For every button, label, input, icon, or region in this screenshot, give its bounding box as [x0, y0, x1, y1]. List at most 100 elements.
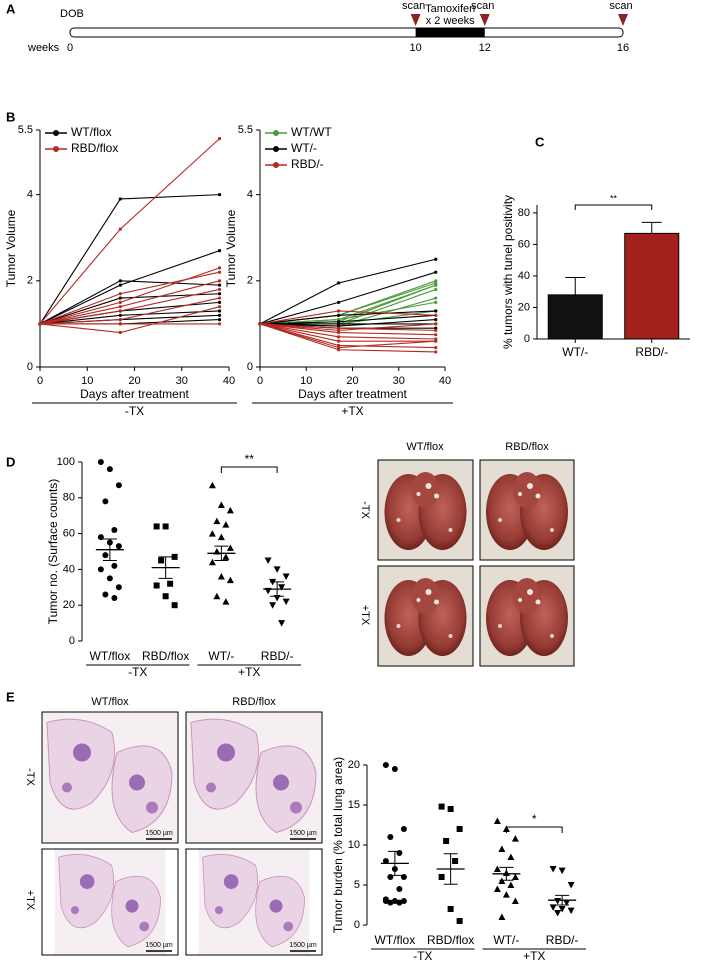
- y-tick-label: 20: [518, 301, 530, 313]
- series-point: [434, 318, 438, 322]
- lung-photo: [378, 566, 473, 666]
- scale-bar-label: 1500 µm: [289, 942, 317, 949]
- scan-marker: [618, 14, 628, 26]
- series-point: [118, 330, 122, 335]
- group-label: -TX: [128, 665, 147, 679]
- x-tick-label: 0: [37, 375, 43, 387]
- data-point: [447, 906, 454, 912]
- series-line: [259, 323, 436, 349]
- data-point: [400, 874, 407, 880]
- panel-labels: A B C D E: [6, 1, 545, 704]
- series-point: [217, 137, 222, 141]
- data-point: [217, 501, 225, 508]
- data-point: [558, 906, 566, 913]
- series-point: [217, 296, 222, 300]
- y-tick-label: 80: [518, 207, 530, 219]
- data-point: [282, 573, 290, 581]
- data-point: [97, 566, 104, 573]
- series-point: [118, 197, 122, 201]
- histology-photo: [198, 849, 310, 955]
- y-axis-label: Tumor no. (Surface counts): [46, 479, 60, 625]
- data-point: [282, 598, 290, 606]
- series-point: [217, 279, 222, 283]
- y-tick-label: 60: [518, 238, 530, 250]
- series-point: [258, 322, 262, 326]
- legend-label: RBD/flox: [71, 141, 118, 155]
- series-point: [434, 328, 438, 332]
- bar: [547, 294, 603, 340]
- x-tick-label: 30: [176, 375, 188, 387]
- x-tick-label: WT/-: [208, 649, 234, 663]
- x-tick-label: 30: [393, 375, 405, 387]
- series-point: [38, 322, 42, 326]
- timeline-tick-label: 10: [410, 42, 422, 54]
- series-point: [217, 287, 222, 292]
- panel-label: B: [6, 109, 15, 124]
- data-point: [447, 806, 454, 812]
- legend-label: WT/flox: [71, 125, 112, 139]
- y-axis-label: % tumors with tunel positivity: [501, 195, 515, 349]
- y-tick-label: 5.5: [18, 124, 33, 136]
- series-point: [337, 313, 341, 317]
- series-point: [337, 309, 341, 313]
- y-tick-label: 0: [27, 361, 33, 373]
- data-point: [213, 592, 221, 600]
- panel-label: D: [6, 454, 15, 469]
- y-tick-label: 40: [63, 563, 75, 575]
- data-point: [507, 853, 515, 860]
- data-point: [511, 835, 519, 842]
- series-point: [434, 270, 438, 274]
- scan-label: scan: [471, 0, 494, 12]
- y-tick-label: 20: [348, 759, 360, 771]
- sem-bar: [158, 556, 173, 579]
- group-label: -TX: [125, 404, 144, 418]
- x-tick-label: 10: [300, 375, 312, 387]
- gross-photos: WT/flox RBD/flox -TX +TX: [359, 441, 575, 667]
- series-point: [434, 333, 438, 337]
- legend-marker: [273, 130, 279, 136]
- data-point: [153, 582, 160, 589]
- data-point: [111, 527, 118, 534]
- treatment-sublabel: x 2 weeks: [426, 15, 475, 27]
- data-point: [111, 562, 118, 569]
- y-tick-label: 0: [354, 919, 360, 931]
- scan-label: scan: [609, 0, 632, 12]
- y-tick-label: 80: [63, 492, 75, 504]
- series-point: [118, 322, 122, 326]
- data-point: [102, 552, 109, 559]
- data-point: [213, 517, 221, 525]
- y-axis-label: Tumor burden (% total lung area): [331, 757, 345, 933]
- x-tick-label: WT/flox: [90, 649, 131, 663]
- y-tick-label: 0: [247, 361, 253, 373]
- data-point: [511, 873, 519, 880]
- series-point: [434, 287, 438, 292]
- group-label: -TX: [413, 949, 432, 963]
- legend-label: WT/-: [291, 141, 317, 155]
- x-tick-label: RBD/flox: [427, 933, 474, 947]
- series-point: [118, 227, 122, 231]
- y-tick-label: 5.5: [238, 124, 253, 136]
- data-point: [502, 891, 510, 898]
- legend-marker: [53, 130, 59, 136]
- sem-bar: [499, 866, 514, 881]
- row-label: +TX: [24, 890, 36, 911]
- data-point: [567, 882, 575, 889]
- row-label: -TX: [359, 501, 371, 519]
- series-point: [337, 348, 341, 352]
- y-tick-label: 10: [348, 839, 360, 851]
- data-point: [97, 534, 104, 541]
- data-point: [400, 826, 407, 832]
- sem-bar: [270, 581, 285, 597]
- data-point: [115, 482, 122, 489]
- series-point: [217, 270, 222, 274]
- panel-label: A: [6, 1, 16, 16]
- data-point: [278, 620, 286, 627]
- series-point: [217, 193, 222, 197]
- data-point: [382, 858, 389, 864]
- y-axis-label: Tumor Volume: [224, 209, 238, 287]
- y-tick-label: 5: [354, 879, 360, 891]
- data-point: [106, 466, 113, 473]
- data-point: [549, 904, 557, 911]
- data-point: [111, 595, 118, 602]
